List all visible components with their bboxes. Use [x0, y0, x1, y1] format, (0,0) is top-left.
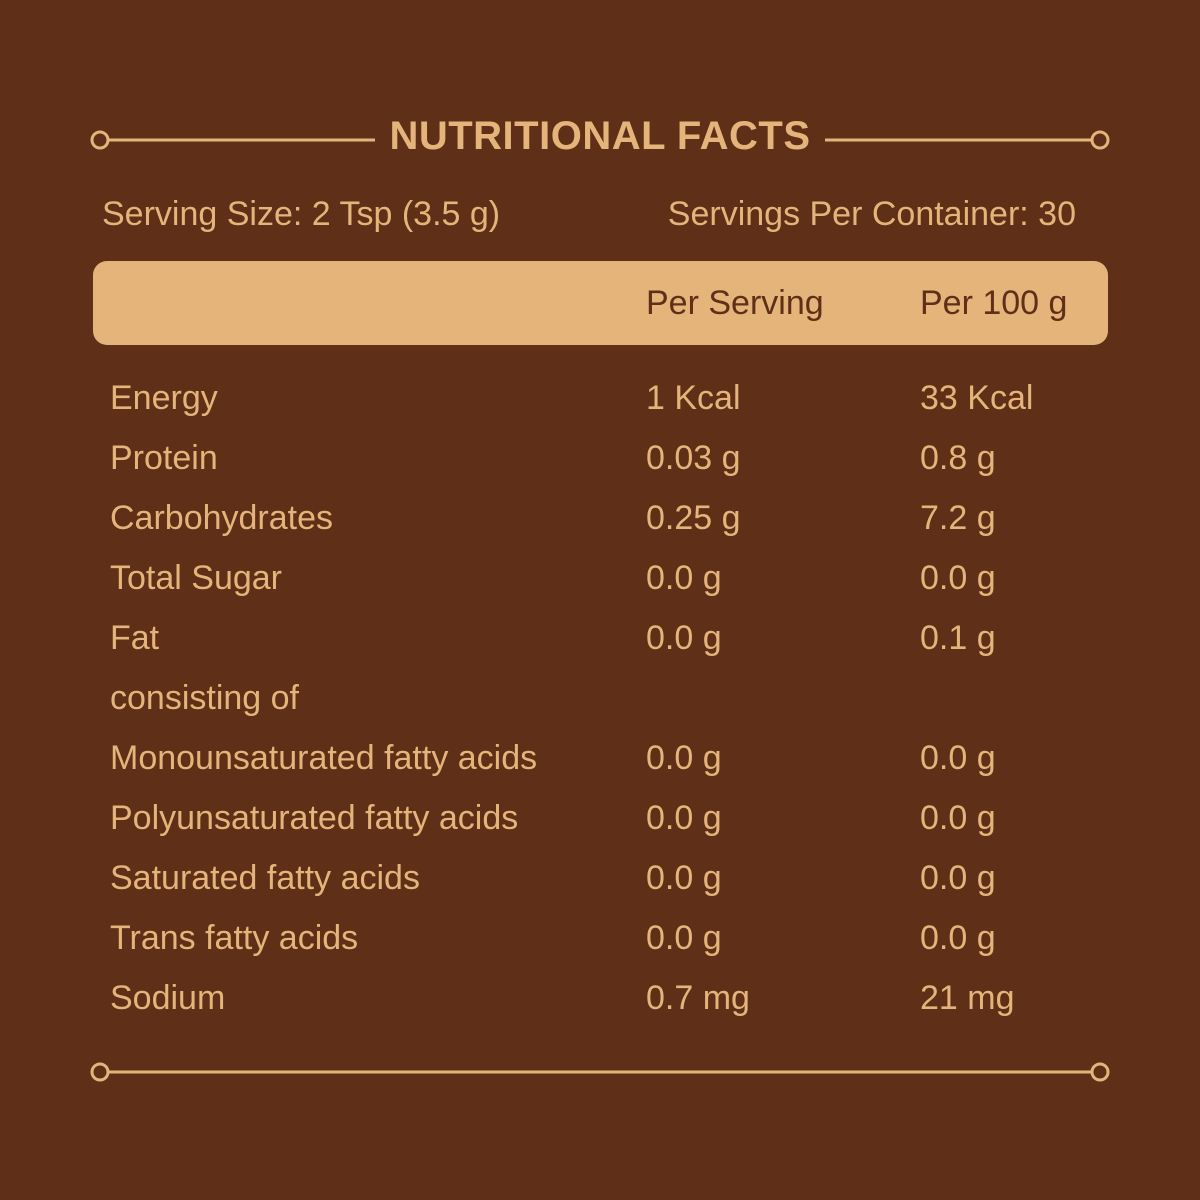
per-100g-value: 21 mg	[920, 979, 1015, 1017]
row-label: Trans fatty acids	[110, 919, 359, 957]
row-label: Fat	[110, 619, 160, 657]
per-100g-value: 0.0 g	[920, 919, 996, 957]
column-header-per-serving: Per Serving	[646, 284, 824, 322]
column-header-per-100g: Per 100 g	[920, 284, 1068, 322]
page-title-text: NUTRITIONAL FACTS	[375, 114, 825, 158]
table-row: Polyunsaturated fatty acids 0.0 g 0.0 g	[0, 792, 1200, 852]
servings-per-container: Servings Per Container: 30	[667, 195, 1076, 233]
table-row: Total Sugar 0.0 g 0.0 g	[0, 552, 1200, 612]
page-title: NUTRITIONAL FACTS	[0, 110, 1200, 162]
table-row: Monounsaturated fatty acids 0.0 g 0.0 g	[0, 732, 1200, 792]
per-100g-value: 0.0 g	[920, 739, 996, 777]
per-serving-value: 0.0 g	[646, 799, 722, 837]
table-row: consisting of	[0, 672, 1200, 732]
per-100g-value: 0.1 g	[920, 619, 996, 657]
per-serving-value: 0.7 mg	[646, 979, 750, 1017]
per-serving-value: 1 Kcal	[646, 379, 741, 417]
row-label: Monounsaturated fatty acids	[110, 739, 538, 777]
table-row: Carbohydrates 0.25 g 7.2 g	[0, 492, 1200, 552]
table-row: Sodium 0.7 mg 21 mg	[0, 972, 1200, 1032]
table-row: Saturated fatty acids 0.0 g 0.0 g	[0, 852, 1200, 912]
table-row: Fat 0.0 g 0.1 g	[0, 612, 1200, 672]
per-100g-value: 0.0 g	[920, 559, 996, 597]
nutrition-table: Energy 1 Kcal 33 Kcal Protein 0.03 g 0.8…	[0, 372, 1200, 1032]
row-label: Protein	[110, 439, 218, 477]
table-row: Energy 1 Kcal 33 Kcal	[0, 372, 1200, 432]
row-label: Total Sugar	[110, 559, 282, 597]
serving-size: Serving Size: 2 Tsp (3.5 g)	[102, 195, 501, 233]
per-100g-value: 0.0 g	[920, 859, 996, 897]
per-100g-value: 0.0 g	[920, 799, 996, 837]
row-label: Energy	[110, 379, 218, 417]
row-label: Sodium	[110, 979, 226, 1017]
row-label: Carbohydrates	[110, 499, 334, 537]
per-serving-value: 0.03 g	[646, 439, 741, 477]
per-serving-value: 0.0 g	[646, 919, 722, 957]
per-serving-value: 0.0 g	[646, 559, 722, 597]
per-serving-value: 0.0 g	[646, 739, 722, 777]
per-serving-value: 0.0 g	[646, 619, 722, 657]
table-header: Per Serving Per 100 g	[93, 261, 1108, 345]
per-100g-value: 7.2 g	[920, 499, 996, 537]
per-100g-value: 0.8 g	[920, 439, 996, 477]
per-serving-value: 0.25 g	[646, 499, 741, 537]
row-label: Saturated fatty acids	[110, 859, 420, 897]
bottom-divider	[88, 1060, 1112, 1084]
table-row: Protein 0.03 g 0.8 g	[0, 432, 1200, 492]
row-label: consisting of	[110, 679, 299, 717]
row-label: Polyunsaturated fatty acids	[110, 799, 519, 837]
table-row: Trans fatty acids 0.0 g 0.0 g	[0, 912, 1200, 972]
per-serving-value: 0.0 g	[646, 859, 722, 897]
per-100g-value: 33 Kcal	[920, 379, 1034, 417]
